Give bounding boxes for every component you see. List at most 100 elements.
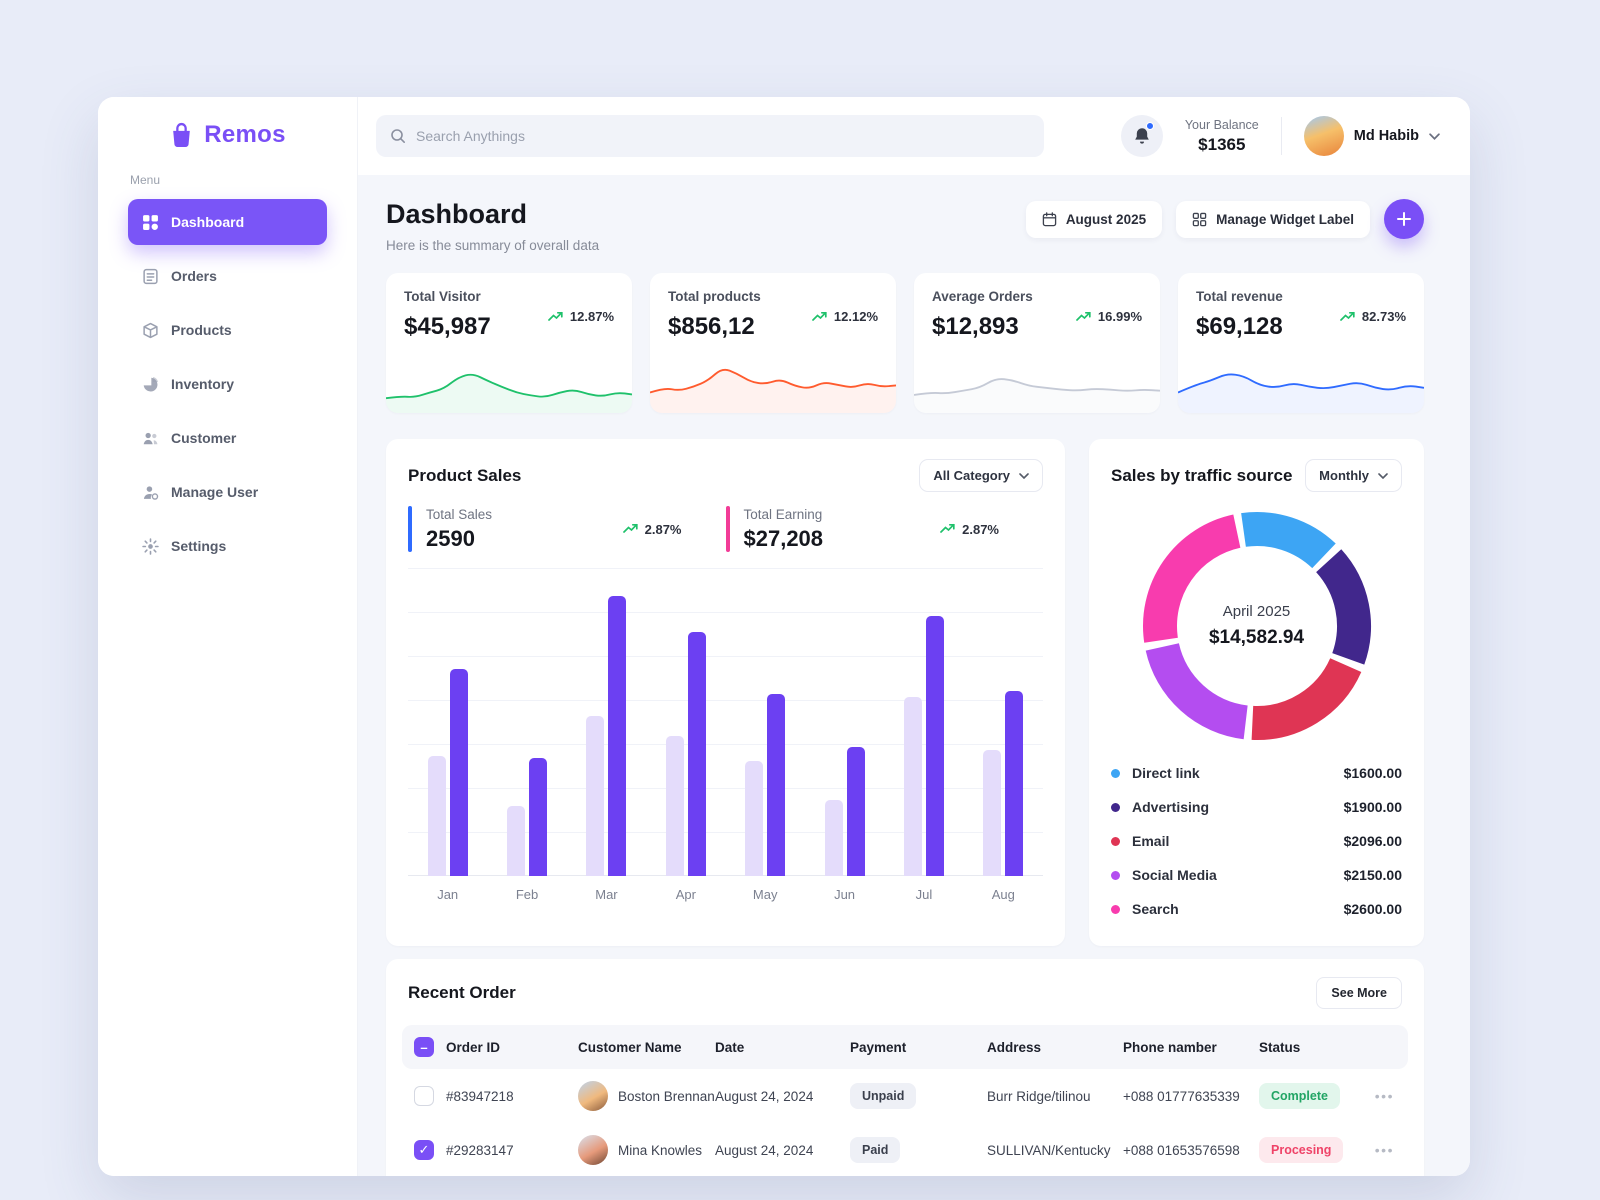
- category-filter-dropdown[interactable]: All Category: [919, 459, 1043, 492]
- status-badge: Complete: [1259, 1083, 1340, 1109]
- bar-apr-sales: [666, 736, 684, 876]
- sidebar-item-label: Manage User: [171, 484, 258, 500]
- phone-cell: +088 01653576598: [1123, 1143, 1259, 1158]
- recent-orders-card: Recent Order See More –Order IDCustomer …: [386, 959, 1424, 1176]
- bar-group-aug: [983, 691, 1023, 876]
- app-name: Remos: [204, 121, 286, 149]
- sidebar-item-inventory[interactable]: Inventory: [128, 361, 327, 407]
- bar-label-apr: Apr: [666, 887, 706, 902]
- plus-icon: [1396, 211, 1412, 227]
- bar-label-mar: Mar: [586, 887, 626, 902]
- legend-label: Search: [1132, 901, 1179, 917]
- sidebar-item-settings[interactable]: Settings: [128, 523, 327, 569]
- stats-row: Total Visitor$45,98712.87%Total products…: [386, 273, 1424, 413]
- date-filter-button[interactable]: August 2025: [1026, 201, 1162, 238]
- bar-group-mar: [586, 596, 626, 876]
- trend-up-icon: [812, 311, 828, 322]
- stat-label: Average Orders: [932, 289, 1142, 304]
- bar-label-may: May: [745, 887, 785, 902]
- sidebar: Remos Menu Dashboard Orders Products Invent…: [98, 97, 358, 1176]
- page-title: Dashboard: [386, 199, 599, 230]
- user-menu[interactable]: Md Habib: [1304, 116, 1440, 156]
- customer-name: Boston Brennan: [618, 1089, 715, 1104]
- total-earning-value: $27,208: [744, 526, 824, 552]
- legend-dot-icon: [1111, 905, 1120, 914]
- divider: [1281, 117, 1282, 155]
- bar-group-may: [745, 694, 785, 876]
- see-more-button[interactable]: See More: [1316, 977, 1402, 1009]
- bar-aug-sales: [983, 750, 1001, 876]
- bar-chart: [408, 568, 1043, 876]
- sidebar-item-label: Settings: [171, 538, 226, 554]
- row-checkbox[interactable]: ✓: [414, 1140, 434, 1160]
- bar-jul-sales: [904, 697, 922, 876]
- row-menu-button[interactable]: •••: [1354, 1142, 1408, 1158]
- legend-dot-icon: [1111, 837, 1120, 846]
- content: Dashboard Here is the summary of overall…: [358, 175, 1470, 1176]
- payment-badge: Paid: [850, 1137, 900, 1163]
- bar-feb-sales: [507, 806, 525, 876]
- charts-row: Product Sales All Category Total: [386, 439, 1424, 931]
- legend-item-direct-link: Direct link$1600.00: [1111, 756, 1402, 790]
- bar-feb-earning: [529, 758, 547, 876]
- legend-value: $2600.00: [1344, 901, 1402, 917]
- dashboard-icon: [142, 214, 159, 231]
- stat-trend: 12.87%: [548, 309, 614, 324]
- sidebar-item-label: Inventory: [171, 376, 234, 392]
- legend-item-social-media: Social Media $2150.00: [1111, 858, 1402, 892]
- total-earning-trend: 2.87%: [940, 522, 999, 537]
- sidebar-item-dashboard[interactable]: Dashboard: [128, 199, 327, 245]
- sidebar-item-products[interactable]: Products: [128, 307, 327, 353]
- customer-avatar: [578, 1135, 608, 1165]
- legend-value: $2150.00: [1344, 867, 1402, 883]
- bar-group-feb: [507, 758, 547, 876]
- sparkline-chart: [914, 351, 1160, 413]
- chevron-down-icon: [1019, 473, 1029, 479]
- total-earning-label: Total Earning: [744, 507, 824, 522]
- page-head: Dashboard Here is the summary of overall…: [386, 199, 1424, 253]
- period-filter-dropdown[interactable]: Monthly: [1305, 459, 1402, 492]
- column-header-status: Status: [1259, 1040, 1354, 1055]
- page-actions: August 2025 Manage Widget Label: [1026, 199, 1424, 239]
- sidebar-item-label: Customer: [171, 430, 236, 446]
- product-sales-card: Product Sales All Category Total: [386, 439, 1065, 946]
- traffic-title: Sales by traffic source: [1111, 466, 1292, 486]
- sales-stats: Total Sales 2590 2.87% Total Earni: [408, 506, 1043, 552]
- notification-dot: [1146, 122, 1154, 130]
- menu-section-label: Menu: [130, 173, 327, 187]
- select-all-checkbox[interactable]: –: [414, 1037, 434, 1057]
- topbar: Your Balance $1365 Md Habib: [358, 97, 1470, 175]
- add-widget-button[interactable]: [1384, 199, 1424, 239]
- row-checkbox[interactable]: [414, 1086, 434, 1106]
- settings-icon: [142, 538, 159, 555]
- bar-apr-earning: [688, 632, 706, 876]
- stat-card-total-revenue: Total revenue$69,12882.73%: [1178, 273, 1424, 413]
- sidebar-item-customer[interactable]: Customer: [128, 415, 327, 461]
- status-badge: Procesing: [1259, 1137, 1343, 1163]
- table-row: #83947218Boston BrennanAugust 24, 2024Un…: [402, 1069, 1408, 1123]
- app-window: Remos Menu Dashboard Orders Products Invent…: [98, 97, 1470, 1176]
- search-input[interactable]: [416, 128, 1030, 144]
- total-sales-block: Total Sales 2590 2.87%: [408, 506, 726, 552]
- manage-widget-button[interactable]: Manage Widget Label: [1176, 201, 1370, 238]
- stat-card-average-orders: Average Orders$12,89316.99%: [914, 273, 1160, 413]
- bar-jul-earning: [926, 616, 944, 876]
- legend-label: Social Media: [1132, 867, 1217, 883]
- legend-label: Advertising: [1132, 799, 1209, 815]
- search-bar[interactable]: [376, 115, 1044, 157]
- total-sales-trend: 2.87%: [623, 522, 682, 537]
- sidebar-item-manage-user[interactable]: Manage User: [128, 469, 327, 515]
- bar-may-sales: [745, 761, 763, 876]
- stat-card-total-visitor: Total Visitor$45,98712.87%: [386, 273, 632, 413]
- sidebar-item-orders[interactable]: Orders: [128, 253, 327, 299]
- phone-cell: +088 01777635339: [1123, 1089, 1259, 1104]
- customer-avatar: [578, 1081, 608, 1111]
- notification-button[interactable]: [1121, 115, 1163, 157]
- legend-value: $2096.00: [1344, 833, 1402, 849]
- logo[interactable]: Remos: [128, 121, 327, 149]
- legend-value: $1900.00: [1344, 799, 1402, 815]
- bar-label-jan: Jan: [428, 887, 468, 902]
- customer-cell: Mina Knowles: [578, 1135, 715, 1165]
- bar-mar-earning: [608, 596, 626, 876]
- row-menu-button[interactable]: •••: [1354, 1088, 1408, 1104]
